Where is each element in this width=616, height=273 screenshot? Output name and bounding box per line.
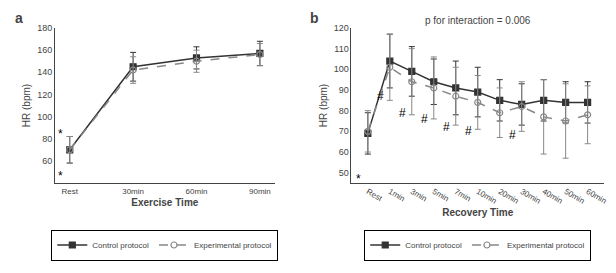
svg-text:Experimental protocol: Experimental protocol xyxy=(194,241,272,250)
svg-text:*: * xyxy=(58,127,63,141)
svg-text:20min: 20min xyxy=(497,187,520,206)
svg-text:120: 120 xyxy=(334,23,349,33)
svg-text:180: 180 xyxy=(37,23,52,33)
svg-text:110: 110 xyxy=(334,44,348,54)
svg-text:Control protocol: Control protocol xyxy=(92,241,149,250)
svg-text:HR (bpm): HR (bpm) xyxy=(21,84,32,127)
svg-text:160: 160 xyxy=(37,45,52,55)
svg-text:#: # xyxy=(377,89,384,103)
svg-text:100: 100 xyxy=(37,112,52,122)
svg-text:Control protocol: Control protocol xyxy=(405,241,462,250)
svg-text:Rest: Rest xyxy=(62,187,79,196)
svg-text:120: 120 xyxy=(37,90,52,100)
svg-text:#: # xyxy=(399,106,406,120)
svg-text:Rest: Rest xyxy=(365,187,384,203)
svg-text:50: 50 xyxy=(339,168,349,178)
svg-text:HR (bpm): HR (bpm) xyxy=(318,84,329,127)
svg-text:140: 140 xyxy=(37,67,52,77)
svg-text:7min: 7min xyxy=(453,187,473,203)
svg-text:60min: 60min xyxy=(585,187,608,206)
svg-text:60: 60 xyxy=(42,156,52,166)
svg-text:1min: 1min xyxy=(387,187,407,203)
svg-text:90min: 90min xyxy=(249,187,271,196)
svg-text:70: 70 xyxy=(339,126,349,136)
svg-text:5min: 5min xyxy=(431,187,451,203)
svg-text:p for interaction = 0.006: p for interaction = 0.006 xyxy=(425,15,531,26)
svg-text:#: # xyxy=(465,124,472,138)
svg-text:#: # xyxy=(421,112,428,126)
svg-text:#: # xyxy=(509,128,516,142)
svg-text:80: 80 xyxy=(42,134,52,144)
svg-text:30min: 30min xyxy=(519,187,542,206)
svg-text:*: * xyxy=(58,169,63,183)
svg-text:*: * xyxy=(356,172,361,186)
svg-text:100: 100 xyxy=(334,64,349,74)
svg-text:#: # xyxy=(443,120,450,134)
svg-text:50min: 50min xyxy=(563,187,586,206)
svg-text:60: 60 xyxy=(339,147,349,157)
svg-text:80: 80 xyxy=(339,106,349,116)
svg-text:b: b xyxy=(310,10,319,26)
svg-text:3min: 3min xyxy=(409,187,429,203)
svg-text:90: 90 xyxy=(339,85,349,95)
svg-text:Exercise Time: Exercise Time xyxy=(131,197,199,208)
svg-text:10min: 10min xyxy=(475,187,498,206)
svg-text:60min: 60min xyxy=(186,187,208,196)
svg-text:40min: 40min xyxy=(541,187,564,206)
svg-text:30min: 30min xyxy=(122,187,144,196)
svg-text:Experimental protocol: Experimental protocol xyxy=(507,241,585,250)
svg-text:Recovery Time: Recovery Time xyxy=(442,207,513,218)
svg-text:a: a xyxy=(15,10,23,26)
